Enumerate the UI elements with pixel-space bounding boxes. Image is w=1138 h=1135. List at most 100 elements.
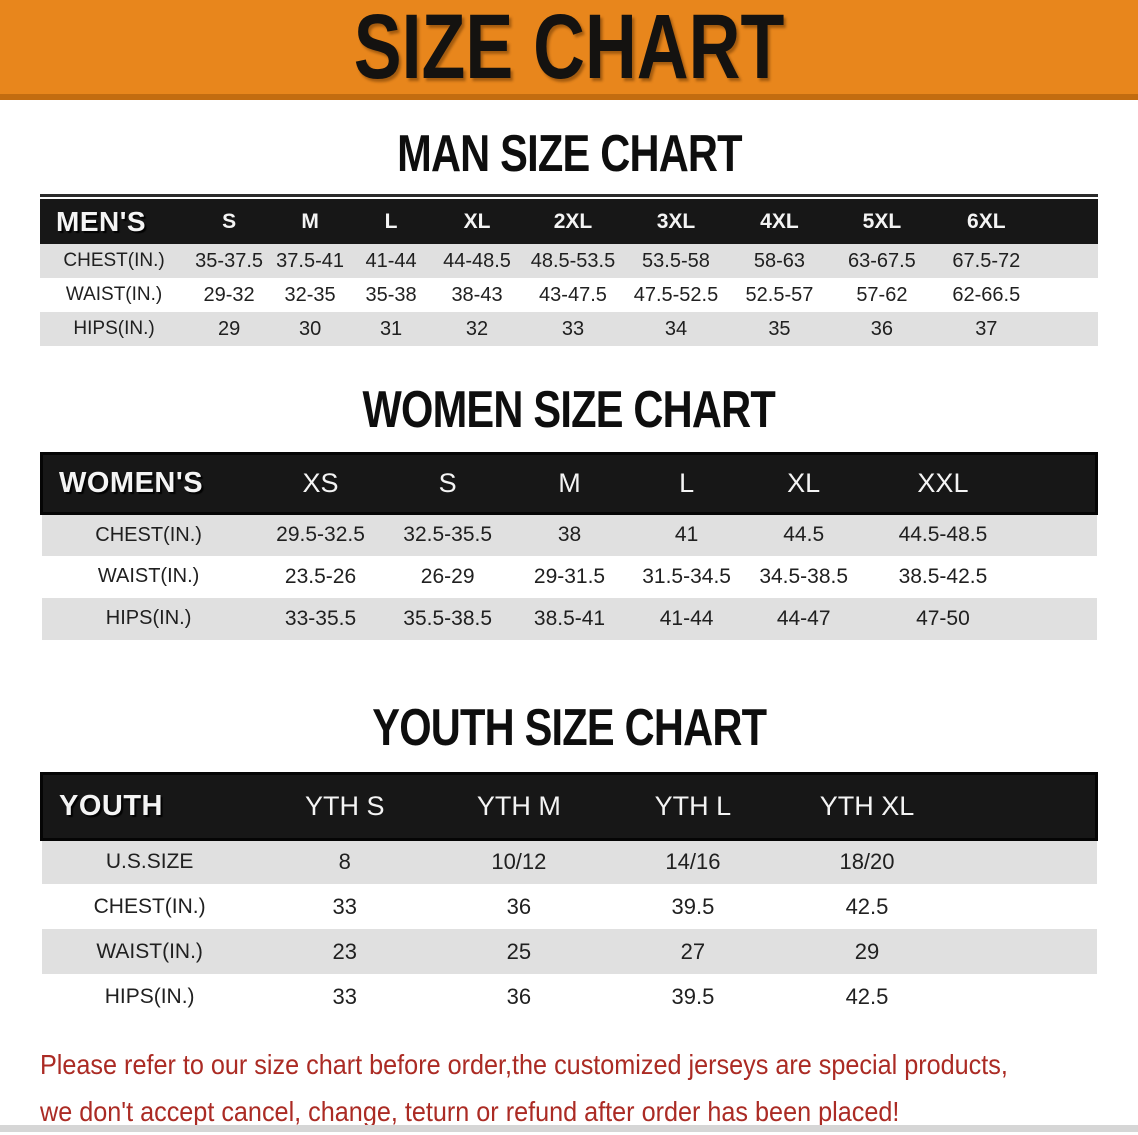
- size-cell: 33: [332, 983, 358, 1009]
- spacer-cell: [1040, 244, 1098, 278]
- size-cell: 33: [561, 317, 585, 340]
- youth-col-yth-m: YTH M: [476, 790, 561, 821]
- size-cell: 8: [338, 849, 351, 875]
- size-cell: 47-50: [916, 606, 970, 630]
- banner: SIZE CHART: [0, 0, 1138, 100]
- size-cell: 41-44: [365, 249, 417, 272]
- size-cell: 37.5-41: [276, 249, 344, 272]
- spacer-cell: [1040, 312, 1098, 346]
- men-col-xl: XL: [463, 209, 491, 233]
- size-cell: 42.5: [845, 893, 889, 919]
- size-cell: 44-48.5: [443, 249, 511, 272]
- youth-col-yth-xl: YTH XL: [819, 790, 915, 821]
- size-cell: 41-44: [659, 606, 714, 630]
- women-col-xl: XL: [787, 468, 821, 498]
- women-hips-row: HIPS(IN.) 33-35.5 35.5-38.5 38.5-41 41-4…: [41, 597, 1097, 640]
- size-cell: 44.5-48.5: [898, 523, 988, 547]
- size-cell: 27: [680, 938, 706, 964]
- row-label: HIPS(IN.): [105, 607, 192, 629]
- size-cell: 38.5-41: [533, 606, 606, 630]
- size-cell: 38-43: [451, 283, 503, 306]
- men-col-l: L: [384, 209, 398, 233]
- youth-ussize-row: U.S.SIZE 8 10/12 14/16 18/20: [41, 839, 1097, 884]
- size-cell: 39.5: [671, 893, 715, 919]
- men-header-row: MEN'S S M L XL 2XL 3XL 4XL 5XL 6XL: [40, 199, 1098, 244]
- size-cell: 36: [506, 983, 532, 1009]
- spacer-cell: [1023, 514, 1097, 556]
- size-cell: 52.5-57: [745, 283, 814, 306]
- spacer-cell: [954, 839, 1096, 884]
- size-cell: 41: [674, 523, 699, 547]
- page-title: SIZE CHART: [293, 1, 845, 93]
- row-label: WAIST(IN.): [65, 284, 163, 305]
- men-hips-row: HIPS(IN.) 29 30 31 32 33 34 35 36 37: [40, 312, 1098, 346]
- spacer-cell: [1023, 556, 1097, 598]
- size-cell: 48.5-53.5: [530, 249, 616, 272]
- size-cell: 32.5-35.5: [403, 523, 493, 547]
- women-waist-row: WAIST(IN.) 23.5-26 26-29 29-31.5 31.5-34…: [41, 555, 1097, 598]
- size-cell: 35.5-38.5: [403, 606, 493, 630]
- size-cell: 33-35.5: [284, 606, 357, 630]
- men-col-2xl: 2XL: [553, 209, 593, 233]
- spacer-cell: [954, 929, 1096, 974]
- size-cell: 38: [557, 523, 582, 547]
- size-cell: 35: [768, 317, 791, 340]
- size-cell: 29: [854, 938, 880, 964]
- size-cell: 63-67.5: [847, 249, 916, 272]
- size-cell: 33: [332, 893, 358, 919]
- spacer-cell: [1023, 454, 1097, 514]
- youth-section-heading-text: YOUTH SIZE CHART: [372, 698, 767, 757]
- youth-chest-row: CHEST(IN.) 33 36 39.5 42.5: [41, 884, 1097, 929]
- size-cell: 29-32: [203, 283, 255, 306]
- spacer-cell: [954, 884, 1096, 929]
- size-cell: 44-47: [776, 606, 831, 630]
- row-label: HIPS(IN.): [104, 984, 195, 1008]
- men-table-label: MEN'S: [56, 205, 147, 237]
- size-cell: 23: [332, 938, 358, 964]
- spacer-cell: [954, 974, 1096, 1019]
- youth-col-yth-l: YTH L: [654, 790, 732, 821]
- bottom-edge-strip: [0, 1125, 1138, 1132]
- men-size-table: MEN'S S M L XL 2XL 3XL 4XL 5XL 6XL CHEST…: [40, 199, 1098, 346]
- youth-waist-row: WAIST(IN.) 23 25 27 29: [41, 929, 1097, 974]
- size-cell: 67.5-72: [952, 249, 1021, 272]
- spacer-cell: [954, 773, 1096, 839]
- women-col-xxl: XXL: [917, 468, 969, 498]
- size-cell: 29.5-32.5: [276, 523, 365, 547]
- women-col-l: L: [679, 468, 695, 498]
- size-cell: 34: [664, 317, 688, 340]
- men-col-m: M: [301, 209, 319, 233]
- women-section-heading-text: WOMEN SIZE CHART: [362, 381, 776, 439]
- size-cell: 32-35: [284, 283, 336, 306]
- women-section-heading: WOMEN SIZE CHART: [0, 382, 1138, 438]
- size-cell: 31: [379, 317, 403, 340]
- size-cell: 57-62: [856, 283, 908, 306]
- youth-size-table-wrap: YOUTH YTH S YTH M YTH L YTH XL U.S.SIZE …: [40, 772, 1098, 1019]
- disclaimer-line-2: we don't accept cancel, change, teturn o…: [40, 1096, 900, 1127]
- spacer-cell: [1040, 199, 1098, 244]
- size-cell: 25: [506, 938, 532, 964]
- size-cell: 32: [465, 317, 489, 340]
- size-cell: 37: [975, 317, 998, 340]
- size-cell: 14/16: [665, 849, 721, 875]
- women-chest-row: CHEST(IN.) 29.5-32.5 32.5-35.5 38 41 44.…: [41, 513, 1097, 556]
- men-col-s: S: [222, 209, 237, 233]
- men-col-4xl: 4XL: [760, 209, 799, 233]
- youth-col-yth-s: YTH S: [305, 790, 385, 821]
- row-label: WAIST(IN.): [96, 939, 203, 963]
- size-cell: 58-63: [753, 249, 806, 272]
- women-col-xs: XS: [302, 468, 339, 498]
- youth-header-row: YOUTH YTH S YTH M YTH L YTH XL: [41, 773, 1097, 839]
- women-size-table-wrap: WOMEN'S XS S M L XL XXL CHEST(IN.) 29.5-…: [40, 452, 1098, 640]
- size-cell: 31.5-34.5: [642, 564, 731, 588]
- youth-size-table: YOUTH YTH S YTH M YTH L YTH XL U.S.SIZE …: [40, 772, 1098, 1019]
- men-col-6xl: 6XL: [967, 209, 1006, 233]
- size-cell: 47.5-52.5: [633, 283, 719, 306]
- size-cell: 35-37.5: [195, 249, 264, 272]
- men-section-heading: MAN SIZE CHART: [0, 126, 1138, 182]
- size-cell: 39.5: [671, 983, 715, 1009]
- size-cell: 34.5-38.5: [759, 564, 849, 588]
- men-chest-row: CHEST(IN.) 35-37.5 37.5-41 41-44 44-48.5…: [40, 244, 1098, 278]
- spacer-cell: [1023, 598, 1097, 640]
- women-size-table: WOMEN'S XS S M L XL XXL CHEST(IN.) 29.5-…: [40, 452, 1098, 640]
